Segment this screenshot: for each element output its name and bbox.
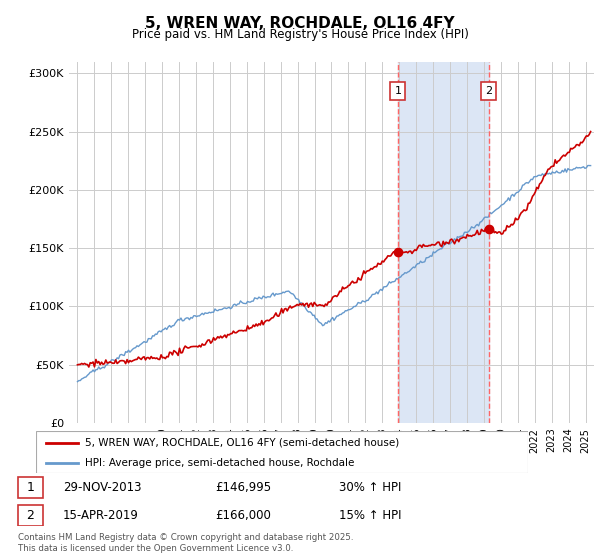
Text: 2: 2 — [485, 86, 493, 96]
Text: 15% ↑ HPI: 15% ↑ HPI — [339, 509, 401, 522]
Text: £166,000: £166,000 — [215, 509, 271, 522]
Text: HPI: Average price, semi-detached house, Rochdale: HPI: Average price, semi-detached house,… — [85, 458, 355, 468]
Text: 30% ↑ HPI: 30% ↑ HPI — [339, 480, 401, 493]
Text: 2: 2 — [26, 509, 34, 522]
FancyBboxPatch shape — [36, 431, 528, 473]
Text: 29-NOV-2013: 29-NOV-2013 — [63, 480, 141, 493]
Text: 15-APR-2019: 15-APR-2019 — [63, 509, 139, 522]
Text: Contains HM Land Registry data © Crown copyright and database right 2025.
This d: Contains HM Land Registry data © Crown c… — [18, 533, 353, 553]
FancyBboxPatch shape — [17, 477, 43, 498]
Text: Price paid vs. HM Land Registry's House Price Index (HPI): Price paid vs. HM Land Registry's House … — [131, 28, 469, 41]
Text: 5, WREN WAY, ROCHDALE, OL16 4FY: 5, WREN WAY, ROCHDALE, OL16 4FY — [145, 16, 455, 31]
Text: £146,995: £146,995 — [215, 480, 271, 493]
Text: 5, WREN WAY, ROCHDALE, OL16 4FY (semi-detached house): 5, WREN WAY, ROCHDALE, OL16 4FY (semi-de… — [85, 438, 400, 448]
Text: 1: 1 — [394, 86, 401, 96]
Bar — [398, 62, 489, 423]
Text: 1: 1 — [26, 480, 34, 493]
FancyBboxPatch shape — [17, 505, 43, 526]
